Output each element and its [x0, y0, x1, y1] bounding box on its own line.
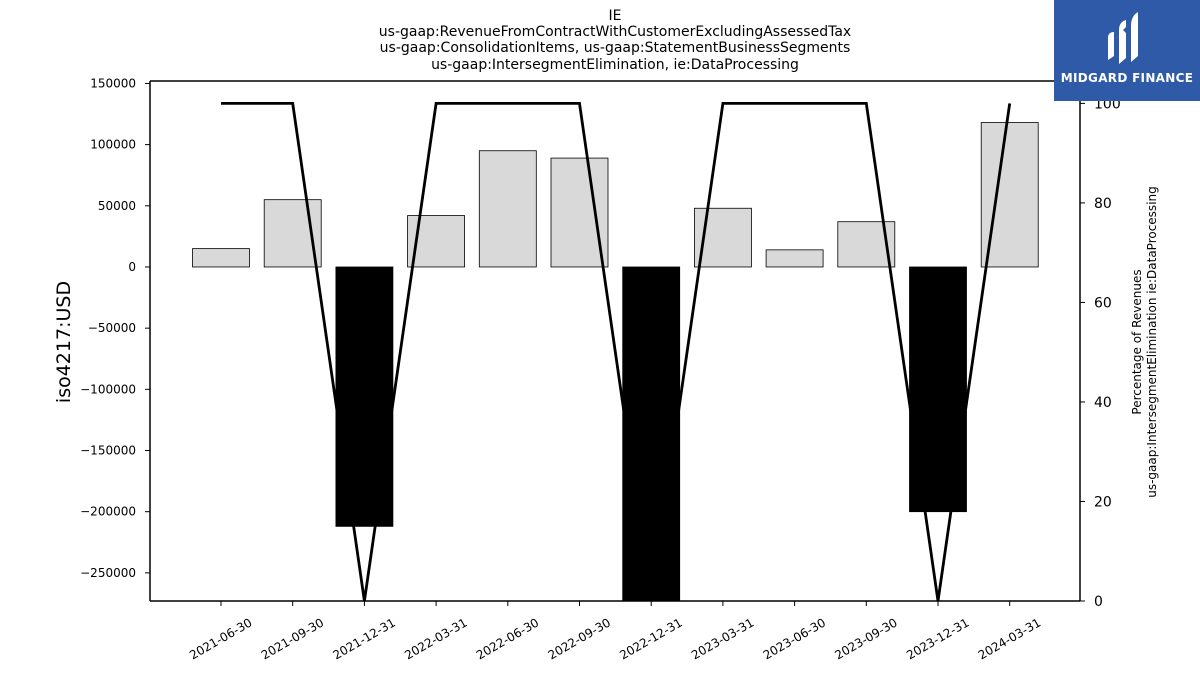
y-tick-label: 50000: [98, 199, 136, 213]
y-axis-label: iso4217:USD: [53, 281, 75, 403]
x-tick-label: 2023-09-30: [832, 615, 899, 662]
x-tick-label: 2024-03-31: [976, 615, 1043, 662]
bar-2022-06-30: [478, 150, 537, 268]
bar-2022-12-31: [622, 266, 681, 602]
x-tick-label: 2022-09-30: [546, 615, 613, 662]
y2-tick-label: 0: [1094, 594, 1103, 610]
x-tick-label: 2021-09-30: [259, 615, 326, 662]
y-tick-label: −150000: [80, 444, 136, 458]
bar-2022-09-30: [550, 157, 609, 268]
y2-tick-label: 60: [1094, 295, 1112, 311]
bar-2023-06-30: [765, 249, 824, 268]
x-tick-label: 2023-03-31: [689, 615, 756, 662]
y2-tick-label: 20: [1094, 494, 1112, 510]
title-line-3: us-gaap:ConsolidationItems, us-gaap:Stat…: [380, 40, 851, 56]
x-tick-label: 2022-03-31: [402, 615, 469, 662]
title-line-2: us-gaap:RevenueFromContractWithCustomerE…: [379, 24, 851, 40]
y2-tick-label: 80: [1094, 196, 1112, 212]
logo-mark-icon: [1108, 12, 1138, 64]
brand-logo: MIDGARD FINANCE: [1054, 0, 1200, 101]
title-line-1: IE: [609, 8, 622, 24]
bar-2021-12-31: [335, 266, 394, 527]
y-tick-label: −100000: [80, 382, 136, 396]
bar-2021-06-30: [192, 248, 250, 268]
y-tick-label: 150000: [90, 76, 136, 90]
x-tick-label: 2023-06-30: [761, 615, 828, 662]
y-tick-label: −250000: [80, 566, 136, 580]
y-tick-label: −50000: [88, 321, 136, 335]
y-tick-label: 100000: [90, 138, 136, 152]
bar-2023-12-31: [909, 266, 967, 513]
x-tick-label: 2021-06-30: [187, 615, 254, 662]
title-line-4: us-gaap:IntersegmentElimination, ie:Data…: [431, 57, 799, 73]
y2-axis-label-line-2: us-gaap:IntersegmentElimination ie:DataP…: [1145, 186, 1159, 498]
percentage-line: [221, 101, 1012, 602]
x-tick-label: 2022-06-30: [474, 615, 541, 662]
y2-tick-label: 40: [1094, 395, 1112, 411]
y-tick-label: −200000: [80, 505, 136, 519]
y-tick-label: 0: [128, 260, 136, 274]
y2-axis-label-line-1: Percentage of Revenues: [1130, 269, 1144, 414]
x-tick-label: 2023-12-31: [904, 615, 971, 662]
line-group: [221, 101, 1012, 602]
logo-text: MIDGARD FINANCE: [1060, 71, 1194, 85]
x-tick-label: 2021-12-31: [330, 615, 397, 662]
chart-title: IE us-gaap:RevenueFromContractWithCustom…: [379, 8, 851, 73]
x-tick-label: 2022-12-31: [617, 615, 684, 662]
